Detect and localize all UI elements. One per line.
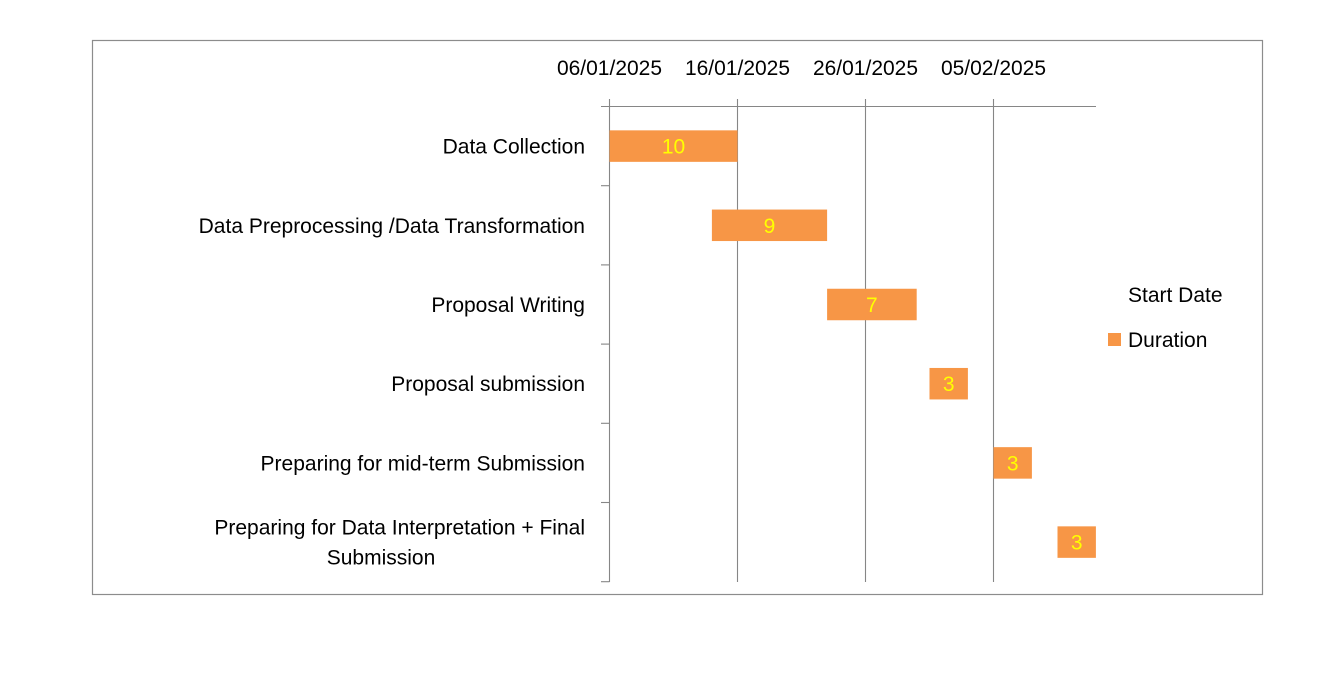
duration-bar xyxy=(827,288,917,321)
x-tick-label: 26/01/2025 xyxy=(813,57,918,80)
legend: Start Date Duration xyxy=(1108,284,1223,352)
legend-label-duration: Duration xyxy=(1128,329,1207,352)
task-label: Data Preprocessing /Data Transformation xyxy=(199,215,585,238)
duration-data-label: 9 xyxy=(764,215,776,238)
duration-bars xyxy=(609,130,1096,558)
data-labels: 10 9 7 3 3 3 xyxy=(662,136,1083,555)
duration-data-label: 3 xyxy=(1007,452,1019,475)
date-axis-ticks: 06/01/2025 16/01/2025 26/01/2025 05/02/2025 xyxy=(557,57,1046,80)
duration-data-label: 7 xyxy=(866,294,878,317)
duration-data-label: 3 xyxy=(943,373,955,396)
x-tick-label: 06/01/2025 xyxy=(557,57,662,80)
duration-data-label: 10 xyxy=(662,136,685,159)
duration-bar xyxy=(993,447,1032,479)
duration-bar xyxy=(929,367,968,400)
task-label: Proposal Writing xyxy=(431,294,585,317)
task-label: Proposal submission xyxy=(391,373,585,396)
task-label: Preparing for mid-term Submission xyxy=(261,452,585,475)
task-labels: Data Collection Data Preprocessing /Data … xyxy=(199,136,585,570)
axes xyxy=(601,99,1096,583)
duration-bar xyxy=(609,130,738,162)
chart-area-border xyxy=(91,39,1264,596)
duration-data-label: 3 xyxy=(1071,532,1083,555)
x-tick-label: 05/02/2025 xyxy=(941,57,1046,80)
gridlines xyxy=(736,99,995,582)
task-label: Preparing for Data Interpretation + Fina… xyxy=(214,517,585,570)
duration-bar xyxy=(1057,526,1096,558)
legend-swatch-duration xyxy=(1108,333,1121,346)
x-tick-label: 16/01/2025 xyxy=(685,57,790,80)
task-label: Data Collection xyxy=(443,136,585,159)
duration-bar xyxy=(711,209,828,242)
legend-label-start-date: Start Date xyxy=(1128,284,1223,307)
